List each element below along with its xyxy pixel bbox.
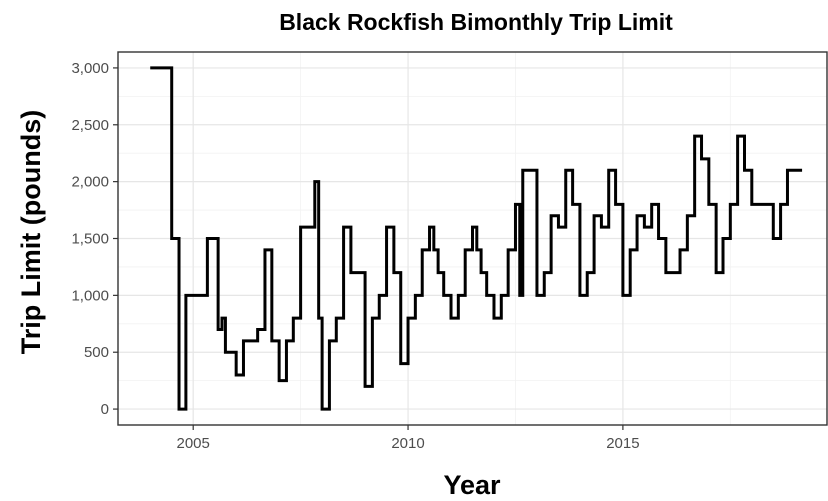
y-axis-title: Trip Limit (pounds) <box>16 110 46 354</box>
x-axis: 2005 2010 2015 <box>177 425 640 452</box>
x-axis-title: Year <box>443 470 501 500</box>
y-tick-label: 3,000 <box>71 60 109 77</box>
y-tick-label: 2,000 <box>71 174 109 191</box>
y-tick-label: 0 <box>101 401 109 418</box>
series-layer <box>150 66 803 411</box>
y-tick-label: 2,500 <box>71 117 109 134</box>
y-axis: 0 500 1,000 1,500 2,000 2,500 3,000 <box>71 60 118 418</box>
x-tick-label: 2015 <box>606 435 639 452</box>
trip-limit-step-line <box>150 66 803 411</box>
y-tick-label: 1,500 <box>71 231 109 248</box>
y-tick-label: 500 <box>84 344 109 361</box>
x-tick-label: 2010 <box>391 435 424 452</box>
x-tick-label: 2005 <box>177 435 210 452</box>
chart-title: Black Rockfish Bimonthly Trip Limit <box>279 9 673 35</box>
y-tick-label: 1,000 <box>71 287 109 304</box>
